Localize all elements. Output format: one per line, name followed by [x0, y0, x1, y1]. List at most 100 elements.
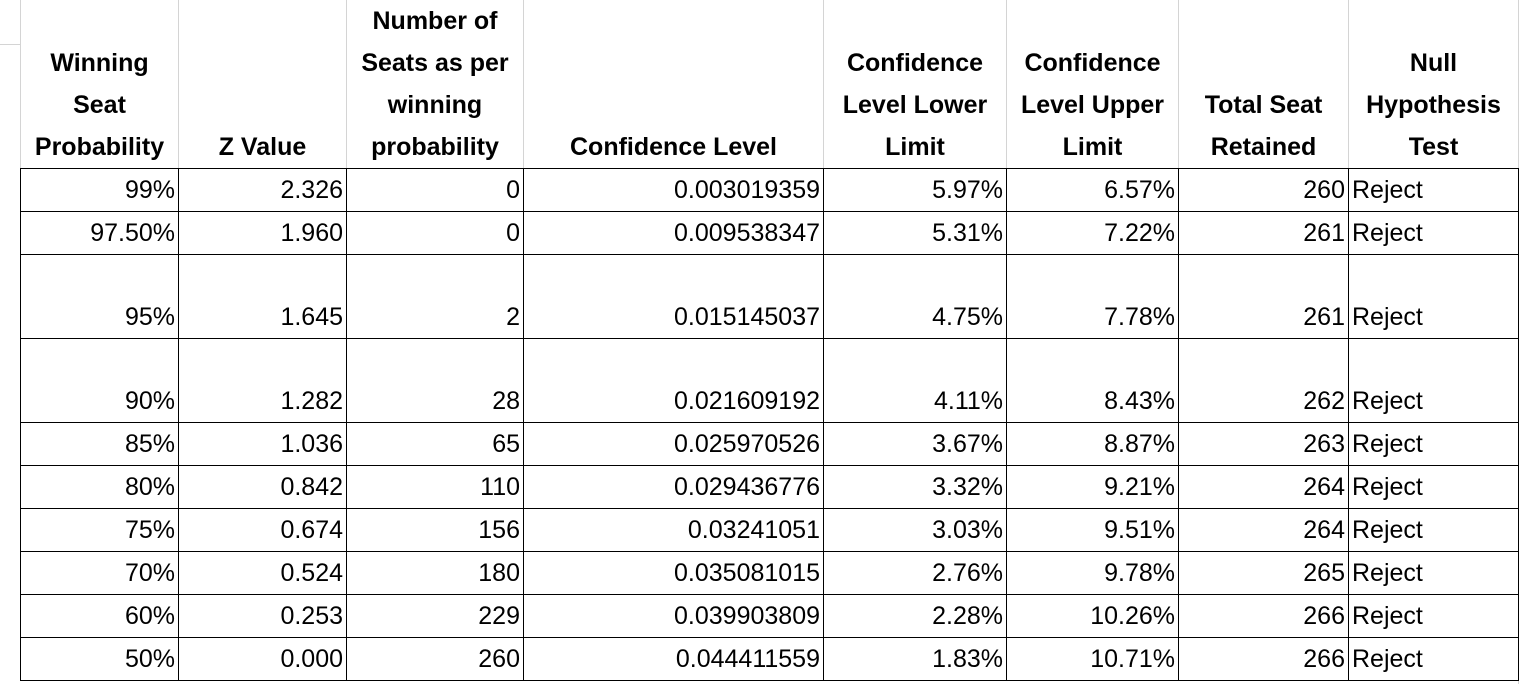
cell: 85% [20, 422, 179, 466]
cell: 65 [346, 422, 524, 466]
cell: Reject [1348, 211, 1519, 255]
cell: 0.039903809 [523, 594, 824, 638]
cell: 8.43% [1006, 338, 1179, 423]
cell: 3.32% [823, 465, 1007, 509]
cell: 261 [1178, 211, 1349, 255]
cell: 2 [346, 254, 524, 339]
cell: 0.015145037 [523, 254, 824, 339]
cell: Reject [1348, 254, 1519, 339]
cell: Reject [1348, 508, 1519, 552]
cell: 4.11% [823, 338, 1007, 423]
cell: 260 [1178, 168, 1349, 212]
cell: 2.76% [823, 551, 1007, 595]
cell: Reject [1348, 422, 1519, 466]
column-header: Confidence Level Upper Limit [1006, 0, 1179, 169]
cell: 90% [20, 338, 179, 423]
cell: 9.21% [1006, 465, 1179, 509]
cell: 60% [20, 594, 179, 638]
cell: 229 [346, 594, 524, 638]
cell: Reject [1348, 551, 1519, 595]
cell: 9.78% [1006, 551, 1179, 595]
cell: 266 [1178, 637, 1349, 681]
cell: 0 [346, 211, 524, 255]
table-row: 70% 0.524 180 0.035081015 2.76% 9.78% 265 Rejec… [20, 551, 1519, 595]
cell: 3.03% [823, 508, 1007, 552]
cell: 7.78% [1006, 254, 1179, 339]
table-row: 85% 1.036 65 0.025970526 3.67% 8.87% 263 Reject [20, 422, 1519, 466]
cell: 70% [20, 551, 179, 595]
cell: 9.51% [1006, 508, 1179, 552]
column-header: Number of Seats as per winning probabili… [346, 0, 524, 169]
cell: 99% [20, 168, 179, 212]
column-header: Winning Seat Probability [20, 0, 179, 169]
cell: 0.021609192 [523, 338, 824, 423]
column-header: Confidence Level Lower Limit [823, 0, 1007, 169]
cell: 0.674 [178, 508, 347, 552]
column-header: Confidence Level [523, 0, 824, 169]
cell: 2.28% [823, 594, 1007, 638]
cell: 1.282 [178, 338, 347, 423]
cell: 5.31% [823, 211, 1007, 255]
table-row: 95% 1.645 2 0.015145037 4.75% 7.78% 261 Reject [20, 254, 1519, 339]
column-header: Null Hypothesis Test [1348, 0, 1519, 169]
cell: 6.57% [1006, 168, 1179, 212]
cell: Reject [1348, 338, 1519, 423]
cell: 80% [20, 465, 179, 509]
cell: 264 [1178, 508, 1349, 552]
cell: 10.26% [1006, 594, 1179, 638]
cell: 1.036 [178, 422, 347, 466]
cell: Reject [1348, 594, 1519, 638]
cell: 75% [20, 508, 179, 552]
cell: 0.035081015 [523, 551, 824, 595]
grid-line [1518, 0, 1519, 684]
cell: Reject [1348, 168, 1519, 212]
cell: 263 [1178, 422, 1349, 466]
cell: 1.960 [178, 211, 347, 255]
column-header: Z Value [178, 0, 347, 169]
cell: 10.71% [1006, 637, 1179, 681]
cell: 0.003019359 [523, 168, 824, 212]
table-row: 90% 1.282 28 0.021609192 4.11% 8.43% 262 Reject [20, 338, 1519, 423]
cell: 0.029436776 [523, 465, 824, 509]
cell: 110 [346, 465, 524, 509]
table-row: 99% 2.326 0 0.003019359 5.97% 6.57% 260 Reject [20, 168, 1519, 212]
table-row: 75% 0.674 156 0.03241051 3.03% 9.51% 264 Reject [20, 508, 1519, 552]
cell: 265 [1178, 551, 1349, 595]
table-row: 97.50% 1.960 0 0.009538347 5.31% 7.22% 261 Reje… [20, 211, 1519, 255]
header-row: Winning Seat Probability Z Value Number of… [20, 0, 1519, 169]
table-row: 80% 0.842 110 0.029436776 3.32% 9.21% 264 Rejec… [20, 465, 1519, 509]
cell: 97.50% [20, 211, 179, 255]
cell: 3.67% [823, 422, 1007, 466]
cell: 0.842 [178, 465, 347, 509]
grid-line [0, 44, 20, 45]
cell: 0.253 [178, 594, 347, 638]
cell: 0.025970526 [523, 422, 824, 466]
cell: 0.009538347 [523, 211, 824, 255]
cell: 5.97% [823, 168, 1007, 212]
cell: Reject [1348, 637, 1519, 681]
spreadsheet-table: Winning Seat Probability Z Value Number of… [20, 0, 1519, 681]
cell: 0.03241051 [523, 508, 824, 552]
cell: 4.75% [823, 254, 1007, 339]
cell: 0 [346, 168, 524, 212]
cell: 266 [1178, 594, 1349, 638]
cell: 0.524 [178, 551, 347, 595]
cell: 264 [1178, 465, 1349, 509]
cell: 156 [346, 508, 524, 552]
cell: 28 [346, 338, 524, 423]
cell: Reject [1348, 465, 1519, 509]
cell: 261 [1178, 254, 1349, 339]
cell: 7.22% [1006, 211, 1179, 255]
cell: 95% [20, 254, 179, 339]
cell: 0.000 [178, 637, 347, 681]
cell: 0.044411559 [523, 637, 824, 681]
cell: 50% [20, 637, 179, 681]
cell: 8.87% [1006, 422, 1179, 466]
table-row: 50% 0.000 260 0.044411559 1.83% 10.71% 266 Reje… [20, 637, 1519, 681]
cell: 1.83% [823, 637, 1007, 681]
cell: 262 [1178, 338, 1349, 423]
cell: 260 [346, 637, 524, 681]
cell: 1.645 [178, 254, 347, 339]
table-row: 60% 0.253 229 0.039903809 2.28% 10.26% 266 Reje… [20, 594, 1519, 638]
